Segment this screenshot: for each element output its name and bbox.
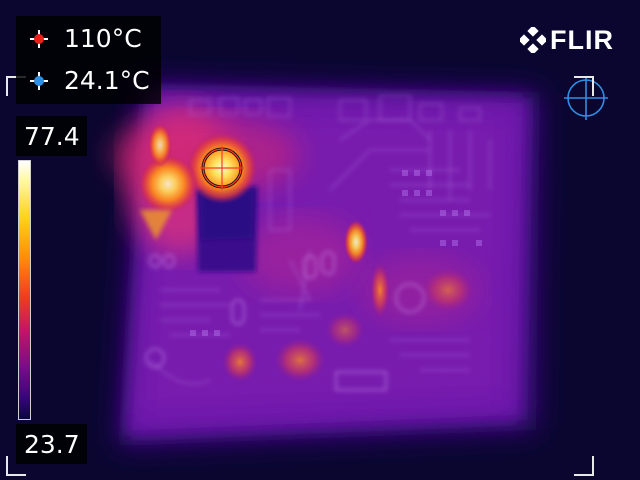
circuit-traces bbox=[149, 95, 491, 385]
frame-corner-tr bbox=[574, 76, 594, 96]
blue-reticle-icon bbox=[564, 76, 608, 120]
scale-max-label: 77.4 bbox=[16, 116, 87, 156]
scale-min-value: 23.7 bbox=[24, 430, 80, 459]
spot-meter-icon bbox=[200, 146, 244, 190]
blue-crosshair-icon bbox=[30, 72, 48, 90]
flir-logo: FLIR bbox=[520, 22, 614, 58]
frame-corner-bl bbox=[6, 456, 26, 476]
hot-spot-mid bbox=[344, 220, 368, 264]
red-crosshair-icon bbox=[30, 30, 48, 48]
frame-corner-br bbox=[574, 456, 594, 476]
max-temp-value: 110°C bbox=[64, 24, 142, 53]
min-temp-value: 24.1°C bbox=[64, 66, 150, 95]
temperature-readout: 110°C 24.1°C bbox=[16, 16, 161, 104]
hot-spot-left bbox=[138, 154, 198, 214]
scale-min-label: 23.7 bbox=[16, 424, 87, 464]
scale-max-value: 77.4 bbox=[24, 122, 80, 151]
color-scale-bar bbox=[18, 160, 31, 420]
brand-text: FLIR bbox=[550, 24, 614, 55]
flir-logo-icon bbox=[520, 27, 546, 53]
